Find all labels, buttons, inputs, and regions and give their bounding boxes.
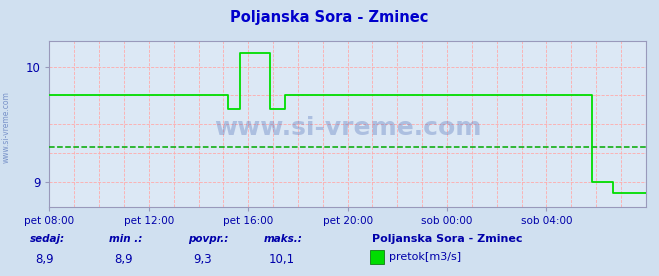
Text: povpr.:: povpr.: — [188, 234, 228, 244]
Text: 8,9: 8,9 — [35, 253, 53, 266]
Text: www.si-vreme.com: www.si-vreme.com — [214, 116, 481, 139]
Text: maks.:: maks.: — [264, 234, 302, 244]
Text: Poljanska Sora - Zminec: Poljanska Sora - Zminec — [230, 10, 429, 25]
Text: Poljanska Sora - Zminec: Poljanska Sora - Zminec — [372, 234, 523, 244]
Text: www.si-vreme.com: www.si-vreme.com — [2, 91, 11, 163]
Text: min .:: min .: — [109, 234, 142, 244]
Text: 9,3: 9,3 — [193, 253, 212, 266]
Text: sedaj:: sedaj: — [30, 234, 65, 244]
Text: 10,1: 10,1 — [269, 253, 295, 266]
Text: pretok[m3/s]: pretok[m3/s] — [389, 252, 461, 262]
Text: 8,9: 8,9 — [114, 253, 132, 266]
